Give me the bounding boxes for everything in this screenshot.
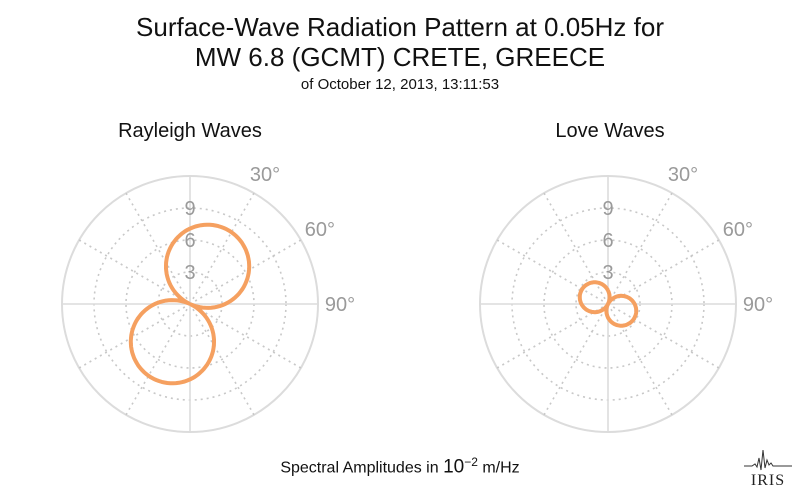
love-angle-tick-label: 90° xyxy=(743,294,773,316)
love-spoke-330 xyxy=(543,192,609,305)
iris-logo: IRIS xyxy=(742,446,794,490)
love-spoke-30 xyxy=(607,192,673,305)
rayleigh-radial-tick-label: 6 xyxy=(184,230,195,252)
chart-title-line-1: Surface-Wave Radiation Pattern at 0.05Hz… xyxy=(136,12,664,42)
love-radiation-pattern xyxy=(577,280,639,328)
caption-unit: m/Hz xyxy=(477,459,520,477)
love-angle-tick-label: 30° xyxy=(668,164,698,186)
caption-prefix: Spectral Amplitudes in xyxy=(280,459,444,477)
rayleigh-angle-tick-label: 30° xyxy=(250,164,280,186)
love-panel-title: Love Waves xyxy=(555,120,665,142)
love-radial-tick-label: 9 xyxy=(602,198,613,220)
rayleigh-radial-tick-label: 9 xyxy=(184,198,195,220)
rayleigh-angle-tick-label: 60° xyxy=(305,219,335,241)
iris-logo-text: IRIS xyxy=(750,472,786,489)
caption-base: 10 xyxy=(443,456,465,478)
love-radial-tick-label: 3 xyxy=(602,262,613,284)
chart-subtitle: of October 12, 2013, 13:11:53 xyxy=(300,76,500,93)
amplitude-caption: Spectral Amplitudes in 10−2 m/Hz xyxy=(0,455,800,478)
love-radial-tick-label: 6 xyxy=(602,230,613,252)
love-angle-tick-label: 60° xyxy=(723,219,753,241)
rayleigh-spoke-120 xyxy=(189,303,302,369)
rayleigh-spoke-330 xyxy=(125,192,191,305)
rayleigh-radial-tick-label: 3 xyxy=(184,262,195,284)
caption-exponent: −2 xyxy=(464,455,478,469)
seismogram-icon xyxy=(744,449,792,471)
love-spoke-120 xyxy=(607,303,720,369)
rayleigh-angle-tick-label: 90° xyxy=(325,294,355,316)
chart-title-line-2: MW 6.8 (GCMT) CRETE, GREECE xyxy=(194,42,606,72)
rayleigh-panel-title: Rayleigh Waves xyxy=(118,120,262,142)
rayleigh-radiation-pattern xyxy=(128,222,252,386)
